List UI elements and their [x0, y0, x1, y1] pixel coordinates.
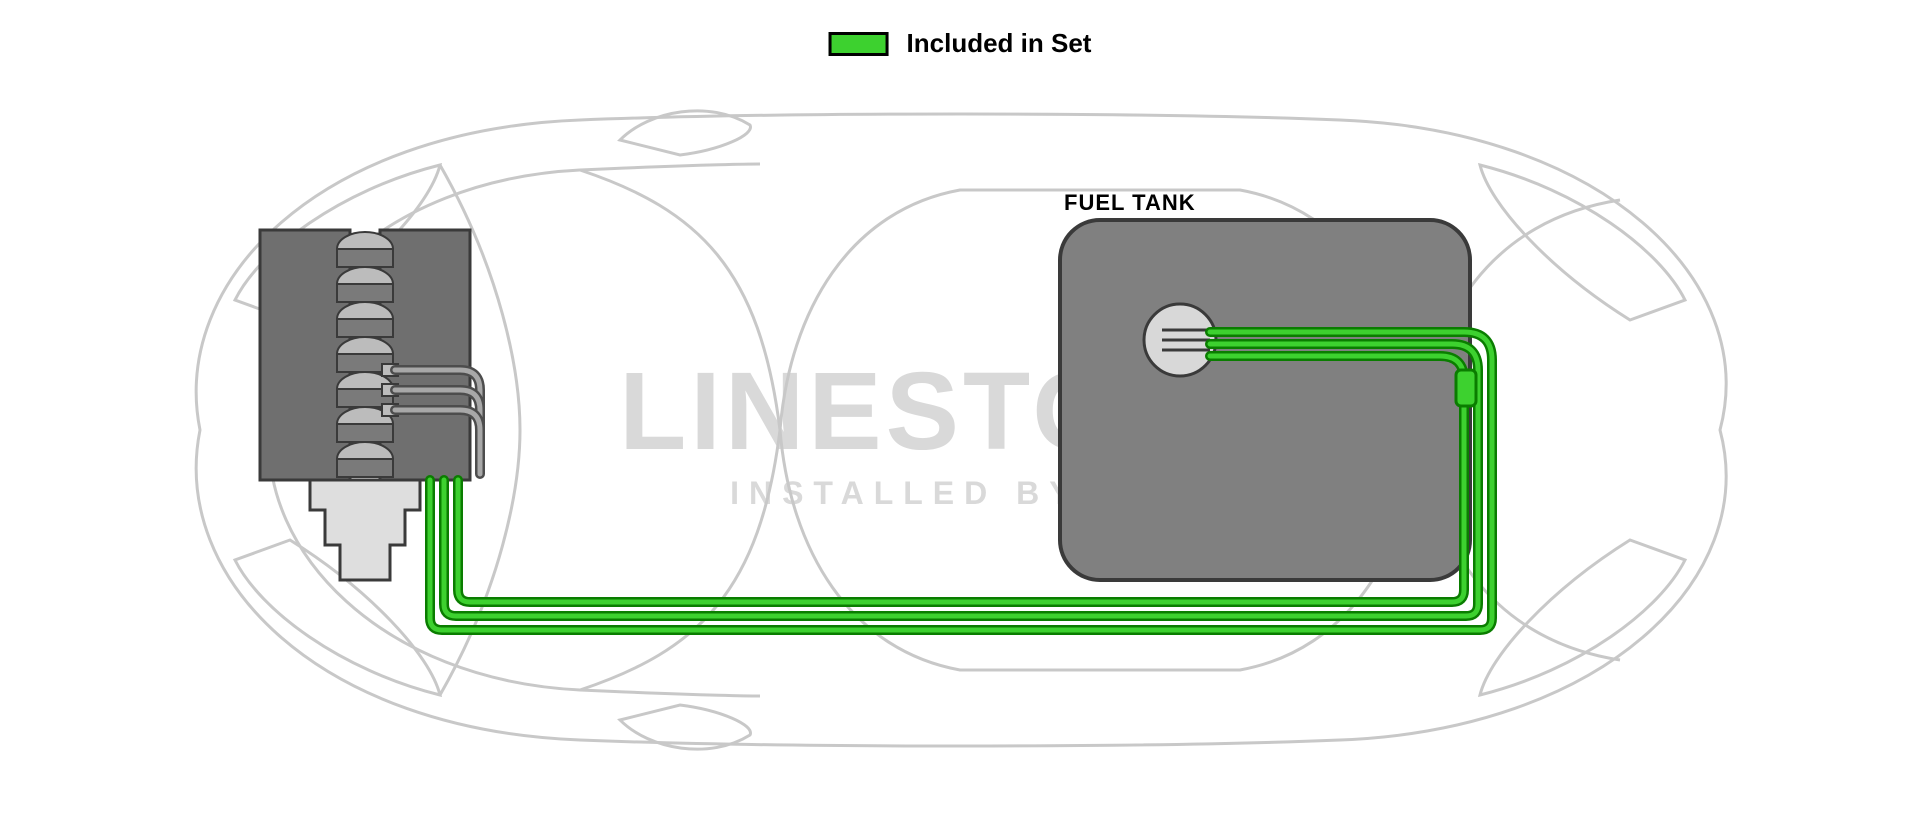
legend-swatch — [829, 32, 889, 56]
legend-label: Included in Set — [907, 28, 1092, 59]
legend: Included in Set — [829, 28, 1092, 59]
diagram-stage: LINESTOGO INSTALLED BY ALL FUEL TANK — [60, 70, 1860, 790]
car-diagram-svg — [60, 70, 1860, 790]
fuel-tank-label: FUEL TANK — [1064, 190, 1196, 216]
